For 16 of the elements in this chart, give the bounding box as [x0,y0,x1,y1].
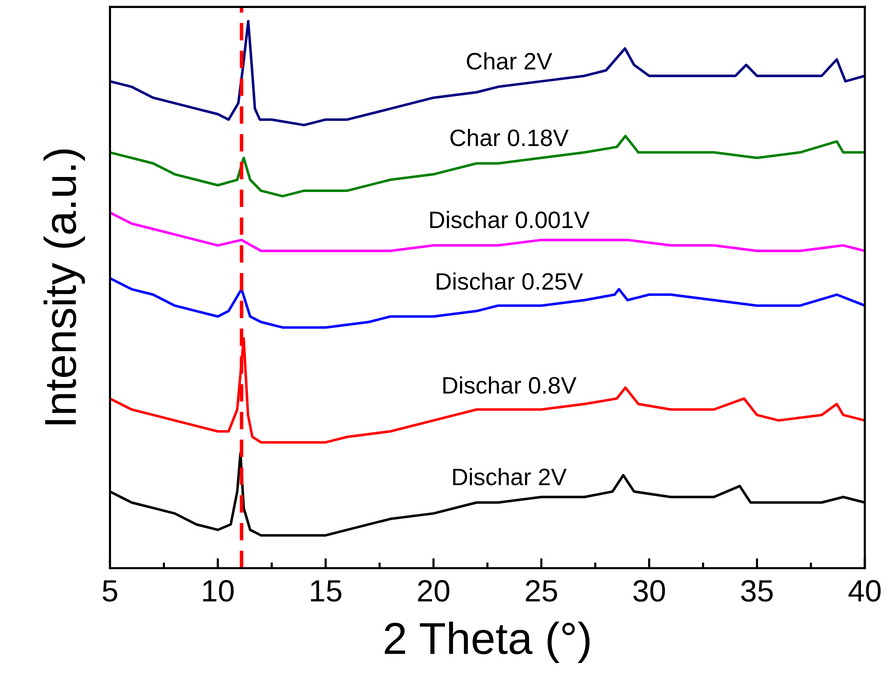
x-axis-title: 2 Theta (°) [384,622,590,664]
x-tick-label: 30 [633,580,665,602]
series-label: Char 2V [466,52,552,70]
series-label: Char 0.18V [450,128,569,146]
x-tick-label: 15 [310,580,342,602]
x-tick-label: 5 [102,580,118,602]
series-label: Dischar 0.001V [430,210,590,228]
x-tick-label: 20 [418,580,450,602]
x-tick-label: 40 [848,580,881,602]
x-tick-label: 35 [741,580,773,602]
series-label: Dischar 0.25V [436,272,584,290]
x-tick-label: 10 [203,580,234,602]
y-axis-title: Intensity (a.u.) [44,149,85,424]
x-tick-label: 25 [526,580,558,602]
series-label: Dischar 2V [453,468,567,486]
series-label: Dischar 0.8V [443,376,576,394]
